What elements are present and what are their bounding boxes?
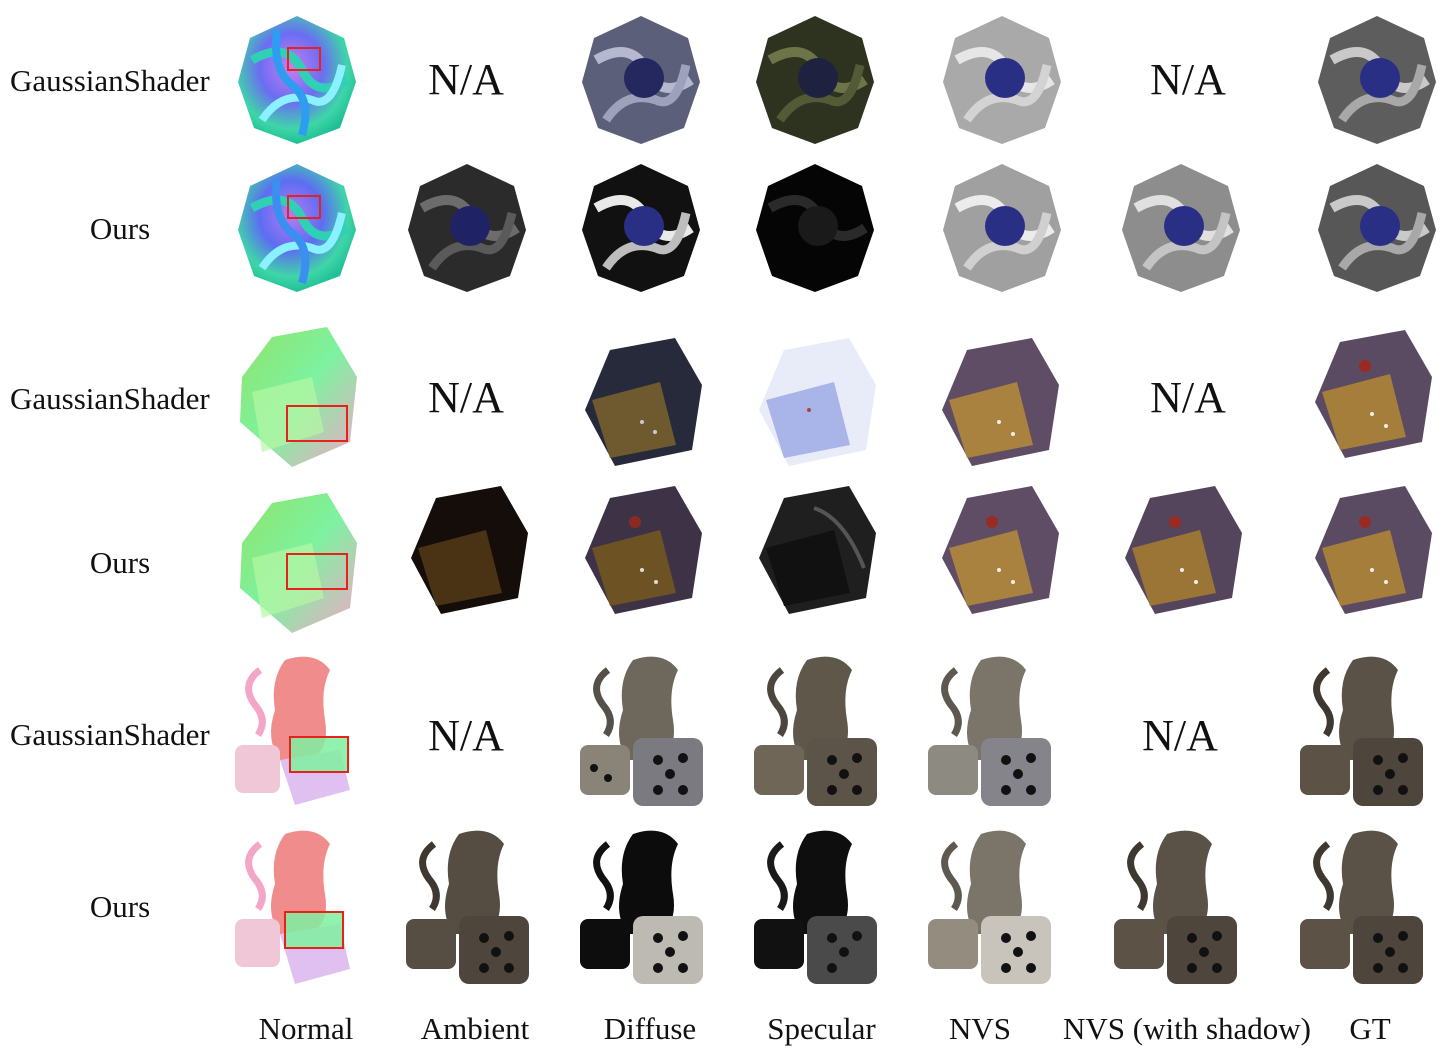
nvs-image xyxy=(937,478,1067,618)
diffuse-image xyxy=(576,10,706,150)
row-label-gaussianshader-1: GaussianShader xyxy=(10,63,210,98)
normal-map-image xyxy=(232,488,362,638)
na-text-ambient-2: N/A xyxy=(428,373,504,422)
column-label-ambient: Ambient xyxy=(420,1011,530,1046)
normal-map-image xyxy=(230,650,360,810)
ground-truth-image xyxy=(1298,824,1428,989)
diffuse-image xyxy=(576,158,706,298)
na-text-nvs-shadow-2: N/A xyxy=(1150,373,1226,422)
nvs-image xyxy=(937,158,1067,298)
na-text-nvs-shadow-1: N/A xyxy=(1150,55,1226,104)
nvs-image xyxy=(926,824,1056,989)
nvs-with-shadow-image xyxy=(1112,824,1242,989)
row-label-gaussianshader-3: GaussianShader xyxy=(10,717,210,752)
specular-image xyxy=(752,824,882,989)
row-label-ours-3: Ours xyxy=(89,889,151,924)
row-label-ours-2: Ours xyxy=(89,545,151,580)
row-label-ours-1: Ours xyxy=(89,211,151,246)
ambient-image xyxy=(404,824,534,989)
nvs-with-shadow-image xyxy=(1120,478,1250,618)
specular-image xyxy=(750,158,880,298)
column-label-specular: Specular xyxy=(767,1011,876,1046)
ambient-image xyxy=(406,478,536,618)
nvs-with-shadow-image xyxy=(1116,158,1246,298)
row-label-gaussianshader-2: GaussianShader xyxy=(10,381,210,416)
ground-truth-image xyxy=(1298,650,1428,810)
column-label-gt: GT xyxy=(1349,1011,1391,1046)
ground-truth-image xyxy=(1310,478,1440,618)
normal-map-image xyxy=(230,824,360,989)
specular-image xyxy=(754,330,884,470)
diffuse-image xyxy=(578,650,708,810)
column-label-diffuse: Diffuse xyxy=(603,1011,697,1046)
na-text-ambient-3: N/A xyxy=(428,711,504,760)
normal-map-image xyxy=(232,10,362,150)
diffuse-image xyxy=(580,478,710,618)
ground-truth-image xyxy=(1312,158,1442,298)
diffuse-image xyxy=(578,824,708,989)
specular-image xyxy=(752,650,882,810)
na-text-ambient-1: N/A xyxy=(428,55,504,104)
ambient-image xyxy=(402,158,532,298)
normal-map-image xyxy=(232,322,362,472)
na-text-nvs-shadow-3: N/A xyxy=(1142,711,1218,760)
nvs-image xyxy=(926,650,1056,810)
specular-image xyxy=(754,478,884,618)
specular-image xyxy=(750,10,880,150)
nvs-image xyxy=(937,10,1067,150)
nvs-image xyxy=(937,330,1067,470)
diffuse-image xyxy=(580,330,710,470)
column-label-nvs: NVS xyxy=(948,1011,1011,1046)
normal-map-image xyxy=(232,158,362,298)
ground-truth-image xyxy=(1312,10,1442,150)
column-label-normal: Normal xyxy=(258,1011,354,1046)
column-label-nvs-with-shadow: NVS (with shadow) xyxy=(1063,1011,1311,1046)
ground-truth-image xyxy=(1310,322,1440,462)
